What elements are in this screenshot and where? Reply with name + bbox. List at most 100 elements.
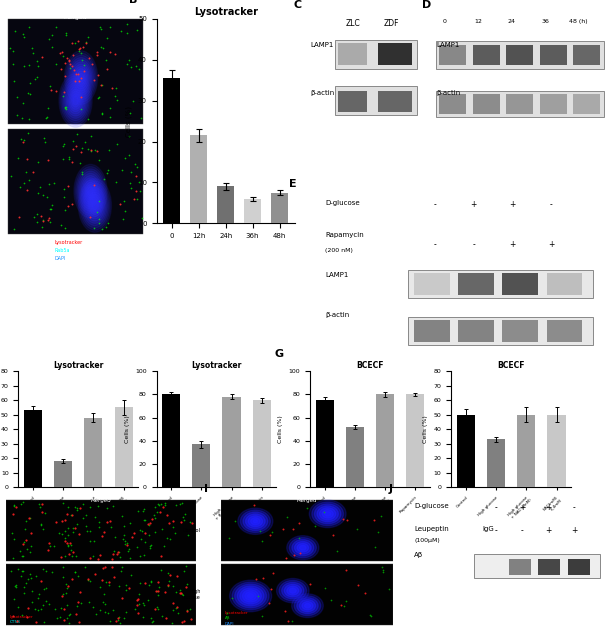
- Point: [68, 136, 78, 146]
- Point: [267, 527, 277, 537]
- Point: [50, 604, 60, 614]
- Bar: [192, 445, 211, 487]
- Point: [62, 599, 72, 610]
- Point: [107, 501, 117, 511]
- Point: [60, 552, 69, 562]
- Point: [19, 582, 29, 592]
- Point: [376, 511, 386, 521]
- Point: [45, 542, 55, 552]
- Point: [47, 567, 56, 577]
- Point: [59, 87, 69, 97]
- Circle shape: [78, 179, 111, 232]
- Point: [122, 28, 131, 38]
- Point: [49, 178, 58, 188]
- Point: [104, 577, 114, 587]
- Circle shape: [82, 186, 107, 226]
- Text: Lysotracker: Lysotracker: [55, 240, 83, 245]
- Point: [9, 553, 18, 563]
- Point: [58, 47, 68, 57]
- Text: LAMP1: LAMP1: [310, 42, 333, 48]
- Point: [14, 212, 24, 222]
- Point: [58, 589, 68, 599]
- Text: Rab5a: Rab5a: [55, 248, 70, 253]
- Point: [39, 599, 49, 610]
- Point: [117, 165, 127, 175]
- Point: [58, 141, 68, 151]
- Circle shape: [238, 508, 273, 535]
- Bar: [568, 559, 589, 575]
- Point: [19, 135, 29, 145]
- Point: [179, 566, 188, 576]
- Point: [122, 538, 132, 548]
- Point: [63, 530, 72, 540]
- Circle shape: [235, 584, 266, 608]
- Point: [151, 586, 161, 596]
- Circle shape: [295, 542, 311, 554]
- Point: [21, 167, 31, 177]
- Point: [131, 186, 141, 196]
- Circle shape: [66, 85, 85, 116]
- Point: [141, 578, 150, 588]
- Point: [352, 524, 362, 534]
- Point: [58, 51, 68, 61]
- Point: [70, 523, 80, 533]
- Point: [147, 514, 157, 524]
- Point: [8, 611, 18, 621]
- Point: [112, 139, 122, 149]
- Circle shape: [91, 199, 99, 212]
- Point: [35, 501, 45, 511]
- Point: [32, 209, 42, 219]
- Point: [97, 81, 107, 91]
- Point: [125, 178, 134, 188]
- Text: C: C: [293, 0, 301, 9]
- Point: [115, 552, 125, 562]
- Circle shape: [71, 94, 80, 107]
- Circle shape: [254, 520, 257, 523]
- Point: [153, 604, 163, 615]
- Point: [9, 533, 18, 543]
- Point: [88, 550, 98, 560]
- Point: [72, 601, 82, 611]
- Point: [177, 616, 187, 626]
- Bar: [508, 559, 530, 575]
- Point: [23, 88, 33, 98]
- Point: [75, 43, 85, 53]
- Point: [26, 540, 36, 550]
- Point: [66, 199, 76, 209]
- Point: [51, 517, 61, 527]
- Circle shape: [248, 516, 263, 526]
- Point: [118, 214, 128, 225]
- Circle shape: [230, 580, 271, 612]
- Point: [63, 581, 73, 591]
- Point: [187, 518, 196, 528]
- Point: [38, 216, 48, 226]
- Point: [15, 571, 25, 581]
- Point: [321, 582, 330, 593]
- Point: [342, 515, 352, 525]
- Bar: [436, 91, 604, 117]
- Point: [95, 196, 104, 206]
- Point: [116, 26, 126, 36]
- Point: [150, 604, 160, 614]
- Point: [183, 530, 193, 540]
- Point: [60, 533, 70, 543]
- Point: [59, 615, 69, 625]
- Point: [57, 516, 67, 526]
- Point: [139, 600, 149, 610]
- Point: [24, 60, 34, 70]
- Point: [63, 181, 72, 191]
- Point: [365, 610, 375, 620]
- Point: [65, 60, 75, 70]
- Bar: [244, 199, 262, 223]
- Point: [138, 526, 147, 536]
- Circle shape: [312, 502, 343, 526]
- Point: [34, 589, 44, 599]
- Point: [61, 588, 71, 598]
- Point: [18, 587, 28, 598]
- Point: [41, 566, 51, 576]
- Point: [86, 131, 96, 142]
- Circle shape: [69, 89, 82, 111]
- Bar: [7, 19, 143, 125]
- Point: [34, 182, 44, 192]
- Point: [44, 599, 53, 609]
